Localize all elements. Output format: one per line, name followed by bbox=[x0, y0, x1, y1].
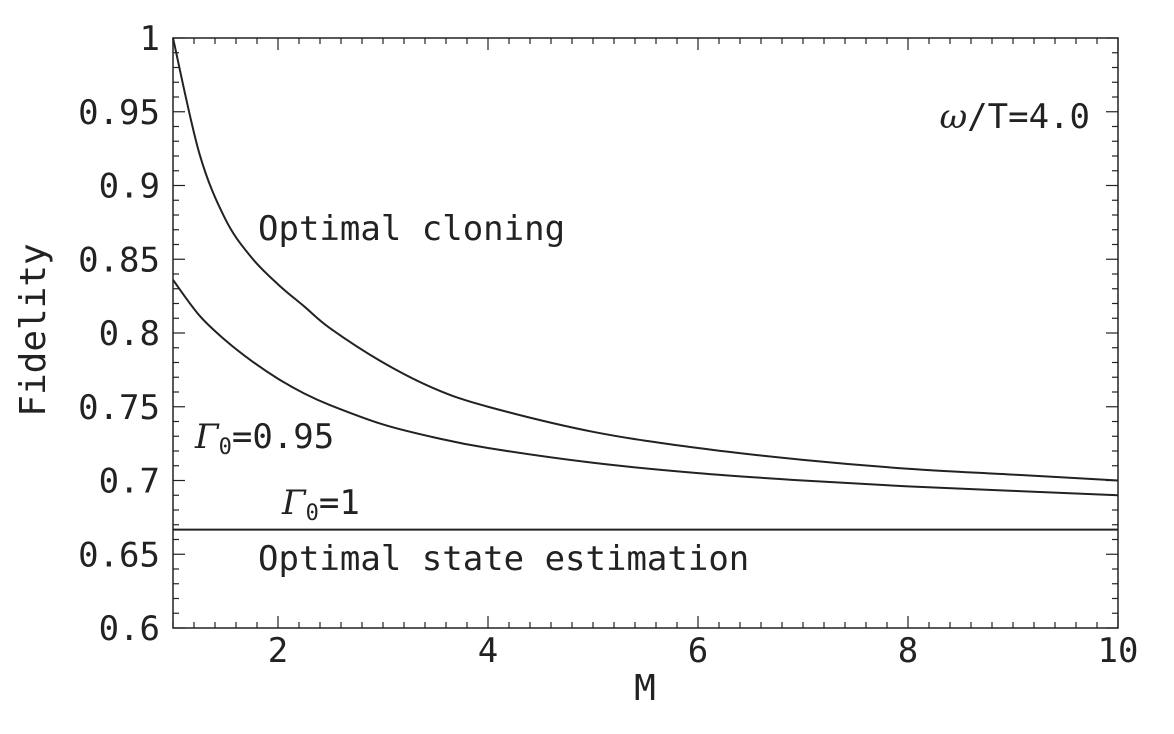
y-axis-label: Fidelity bbox=[13, 243, 54, 416]
gamma-1-value: =1 bbox=[319, 483, 360, 523]
gamma-095-curve bbox=[172, 279, 1119, 497]
omega-ratio-text: /T=4.0 bbox=[967, 97, 1090, 137]
omega-symbol: ω bbox=[939, 97, 967, 137]
gamma-095-label: Γ0=0.95 bbox=[194, 417, 334, 460]
gamma-symbol: Γ bbox=[194, 417, 220, 457]
y-tick-labels: 0.6 0.65 0.7 0.75 0.8 0.85 0.9 0.95 1 bbox=[78, 19, 160, 649]
y-tick-label: 0.8 bbox=[99, 314, 160, 354]
y-tick-label: 0.85 bbox=[78, 240, 160, 280]
x-tick-label: 8 bbox=[898, 631, 918, 671]
data-curves bbox=[172, 37, 1119, 531]
gamma-1-label: Γ0=1 bbox=[281, 483, 360, 526]
omega-ratio-annotation: ω/T=4.0 bbox=[939, 97, 1090, 137]
y-tick-label: 0.75 bbox=[78, 388, 160, 428]
y-tick-label: 0.95 bbox=[78, 93, 160, 133]
gamma-subscript: 0 bbox=[306, 501, 319, 526]
y-tick-label: 0.9 bbox=[99, 167, 160, 207]
optimal-cloning-label: Optimal cloning bbox=[258, 209, 565, 249]
axis-ticks bbox=[172, 37, 1119, 629]
optimal-cloning-curve bbox=[172, 37, 1119, 482]
gamma-subscript: 0 bbox=[219, 435, 232, 460]
gamma-095-value: =0.95 bbox=[232, 417, 334, 457]
y-tick-label: 0.7 bbox=[99, 462, 160, 502]
x-axis-label: M bbox=[634, 668, 656, 709]
y-tick-label: 1 bbox=[140, 19, 160, 59]
y-tick-label: 0.6 bbox=[99, 609, 160, 649]
x-tick-label: 2 bbox=[268, 631, 288, 671]
y-tick-label: 0.65 bbox=[78, 535, 160, 575]
x-tick-label: 6 bbox=[688, 631, 708, 671]
gamma-symbol: Γ bbox=[281, 483, 307, 523]
x-tick-label: 10 bbox=[1098, 631, 1139, 671]
optimal-state-estimation-label: Optimal state estimation bbox=[258, 539, 749, 579]
x-tick-labels: 2 4 6 8 10 bbox=[268, 631, 1139, 671]
x-tick-label: 4 bbox=[478, 631, 498, 671]
